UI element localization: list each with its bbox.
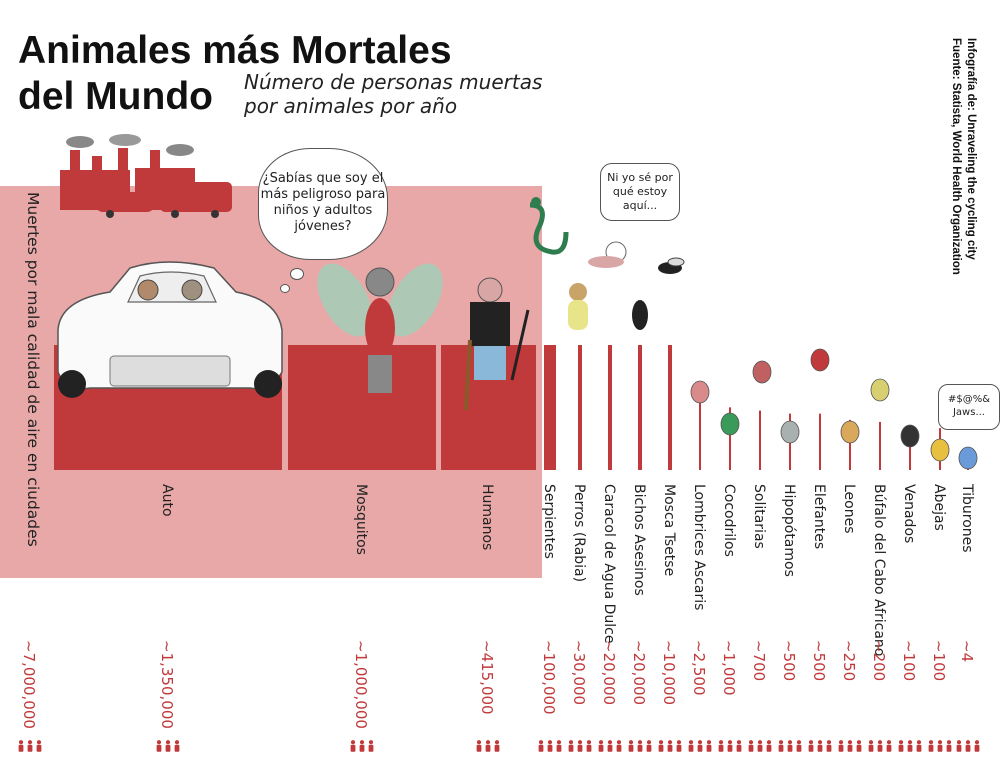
category-label-bufalo-del-cabo-africano: Búfalo del Cabo Africano	[871, 484, 887, 656]
value-label-tiburones: ~4	[958, 640, 976, 662]
category-label-serpientes: Serpientes	[541, 484, 557, 559]
bar-lombrices-ascaris	[699, 399, 701, 470]
bar-bichos-asesinos	[638, 345, 642, 470]
category-label-elefantes: Elefantes	[811, 484, 827, 549]
value-label-solitarias: ~700	[750, 640, 768, 681]
bar-leones	[849, 419, 851, 470]
bar-bufalo-del-cabo-africano	[879, 421, 881, 470]
human-illustration	[464, 277, 530, 411]
person-icon	[476, 740, 500, 752]
person-icon	[658, 740, 682, 752]
value-label-lombrices-ascaris: ~2,500	[690, 640, 708, 696]
bee-illustration	[930, 438, 950, 462]
worm-illustration	[690, 380, 710, 404]
value-label-elefantes: ~500	[810, 640, 828, 681]
shark-illustration	[958, 446, 978, 470]
thought-dot	[280, 284, 290, 293]
value-label-perros-rabia: ~30,000	[570, 640, 588, 705]
bar-solitarias	[759, 410, 761, 470]
page-subtitle: Número de personas muertas por animales …	[244, 70, 543, 118]
car-illustration	[57, 261, 283, 398]
bar-caracol-de-agua-dulce	[608, 345, 612, 470]
car-speech-bubble: ¿Sabías que soy el más peligroso para ni…	[258, 148, 388, 260]
shark-speech-bubble: #$@%& Jaws...	[938, 384, 1000, 430]
person-icon	[778, 740, 802, 752]
bar-venados	[909, 428, 911, 470]
value-label-auto: ~1,350,000	[158, 640, 176, 729]
bar-elefantes	[819, 413, 821, 470]
value-label-humanos: ~415,000	[478, 640, 496, 715]
dog-illustration	[568, 283, 588, 330]
value-label-cocodrilos: ~1,000	[720, 640, 738, 696]
value-label-mosquitos: ~1,000,000	[352, 640, 370, 729]
value-label-bichos-asesinos: ~20,000	[630, 640, 648, 705]
person-icon	[956, 740, 980, 752]
person-icon	[156, 740, 180, 752]
category-label-tiburones: Tiburones	[959, 483, 975, 553]
person-icon	[18, 740, 42, 752]
bar-perros-rabia	[578, 345, 582, 470]
person-icon	[538, 740, 562, 752]
value-label-muertes-por-mala-calidad-de-aire-en-ciudades: ~7,000,000	[20, 640, 38, 729]
elephant-illustration	[810, 348, 830, 372]
bar-cocodrilos	[729, 407, 731, 470]
category-label-leones: Leones	[841, 484, 857, 534]
person-icon	[718, 740, 742, 752]
snail-illustration	[588, 241, 627, 268]
person-icon	[598, 740, 622, 752]
category-label-hipopotamos: Hipopótamos	[781, 484, 797, 577]
mosquito-illustration	[317, 263, 443, 393]
snake-illustration	[529, 197, 569, 255]
category-label-mosquitos: Mosquitos	[353, 484, 369, 555]
person-icon	[350, 740, 374, 752]
kissing-bug-illustration	[632, 300, 648, 330]
value-label-leones: ~250	[840, 640, 858, 681]
snail-speech-bubble: Ni yo sé por qué estoy aquí...	[600, 163, 680, 221]
crocodile-illustration	[720, 412, 740, 436]
page-title: Animales más Mortales del Mundo	[18, 29, 452, 118]
buffalo-illustration	[870, 378, 890, 402]
bar-mosquitos	[288, 345, 436, 470]
category-label-auto: Auto	[159, 484, 175, 517]
lion-illustration	[840, 420, 860, 444]
person-icon	[748, 740, 772, 752]
category-label-perros-rabia: Perros (Rabia)	[571, 484, 587, 582]
person-icon	[808, 740, 832, 752]
person-icon	[928, 740, 952, 752]
person-icon	[868, 740, 892, 752]
value-label-bufalo-del-cabo-africano: ~200	[870, 640, 888, 681]
person-icon	[838, 740, 862, 752]
person-icon	[688, 740, 712, 752]
category-label-solitarias: Solitarias	[751, 484, 767, 549]
bar-mosca-tsetse	[668, 345, 672, 470]
factory-illustration	[60, 134, 232, 218]
category-label-cocodrilos: Cocodrilos	[721, 484, 737, 557]
value-label-serpientes: ~100,000	[540, 640, 558, 715]
person-icon	[568, 740, 592, 752]
category-label-bichos-asesinos: Bichos Asesinos	[631, 484, 647, 596]
category-label-venados: Venados	[901, 484, 917, 543]
category-label-humanos: Humanos	[479, 484, 495, 550]
value-label-hipopotamos: ~500	[780, 640, 798, 681]
thought-dot	[290, 268, 304, 280]
category-label-lombrices-ascaris: Lombrices Ascaris	[691, 484, 707, 610]
tapeworm-illustration	[752, 360, 772, 384]
category-label-abejas: Abejas	[931, 484, 947, 531]
person-icon	[628, 740, 652, 752]
tsetse-fly-illustration	[658, 257, 685, 274]
hippo-illustration	[780, 420, 800, 444]
category-label-mosca-tsetse: Mosca Tsetse	[661, 484, 677, 576]
value-label-abejas: ~100	[930, 640, 948, 681]
value-label-venados: ~100	[900, 640, 918, 681]
value-label-caracol-de-agua-dulce: ~20,000	[600, 640, 618, 705]
value-label-mosca-tsetse: ~10,000	[660, 640, 678, 705]
category-label-caracol-de-agua-dulce: Caracol de Agua Dulce	[601, 484, 617, 643]
person-icon	[898, 740, 922, 752]
deer-illustration	[900, 424, 920, 448]
bar-serpientes	[544, 345, 556, 470]
